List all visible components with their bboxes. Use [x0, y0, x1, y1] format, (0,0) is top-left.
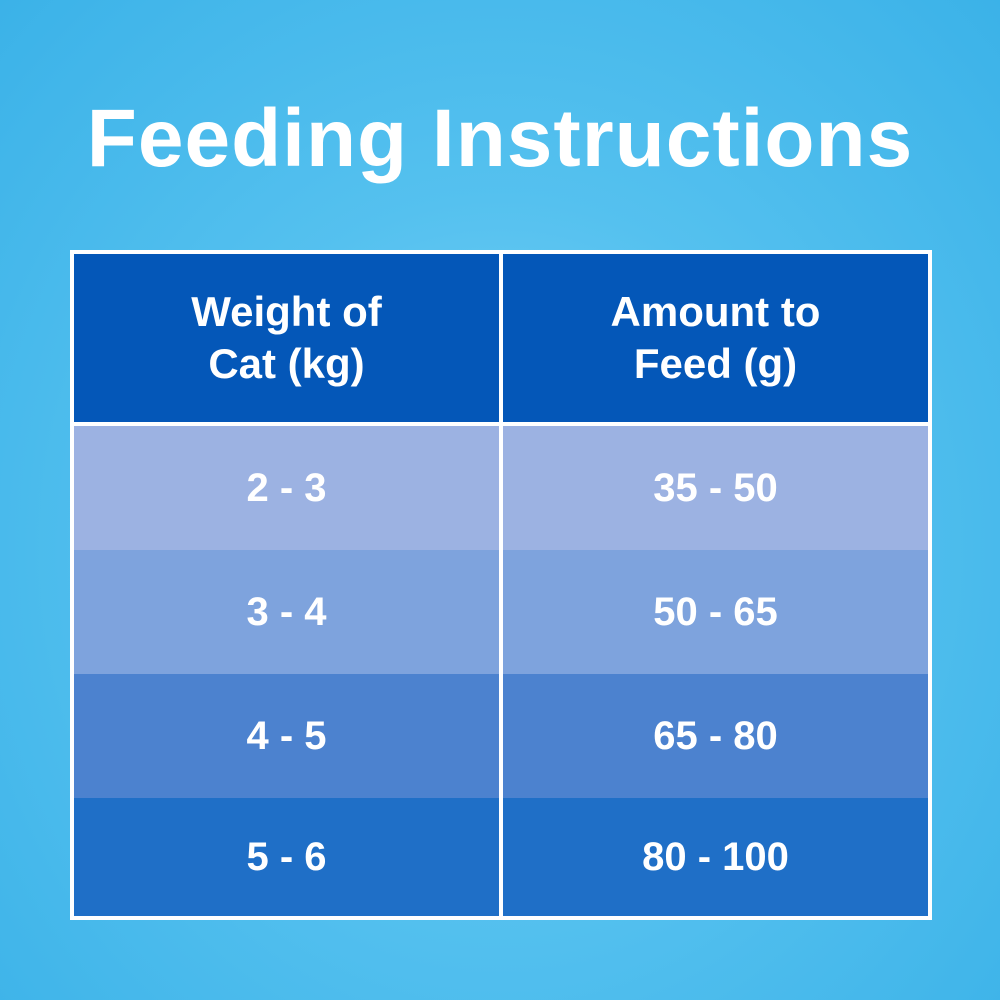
table-row: 2 - 3 35 - 50 — [72, 424, 930, 550]
table-row: 4 - 5 65 - 80 — [72, 674, 930, 798]
table-row: 3 - 4 50 - 65 — [72, 550, 930, 674]
table-head: Weight of Cat (kg) Amount to Feed (g) — [72, 252, 930, 426]
table-cell: 4 - 5 — [72, 674, 501, 798]
table-cell: 3 - 4 — [72, 550, 501, 674]
header-text: Amount to Feed (g) — [610, 288, 821, 387]
header-cell: Amount to Feed (g) — [499, 252, 930, 426]
header-text: Weight of Cat (kg) — [191, 288, 382, 387]
feeding-table: Weight of Cat (kg) Amount to Feed (g) 2 … — [70, 250, 932, 920]
table-row: 5 - 6 80 - 100 — [72, 798, 930, 918]
table-body: 2 - 3 35 - 50 3 - 4 50 - 65 4 - 5 65 - 80 5 - … — [72, 424, 930, 918]
table-cell: 5 - 6 — [72, 798, 501, 918]
table-cell: 50 - 65 — [499, 550, 930, 674]
table-cell: 2 - 3 — [72, 424, 501, 550]
title: Feeding Instructions — [86, 93, 914, 184]
table-cell: 80 - 100 — [499, 798, 930, 918]
table-cell: 35 - 50 — [499, 424, 930, 550]
header-row: Weight of Cat (kg) Amount to Feed (g) — [72, 252, 930, 426]
header-cell: Weight of Cat (kg) — [72, 252, 501, 426]
table-cell: 65 - 80 — [499, 674, 930, 798]
